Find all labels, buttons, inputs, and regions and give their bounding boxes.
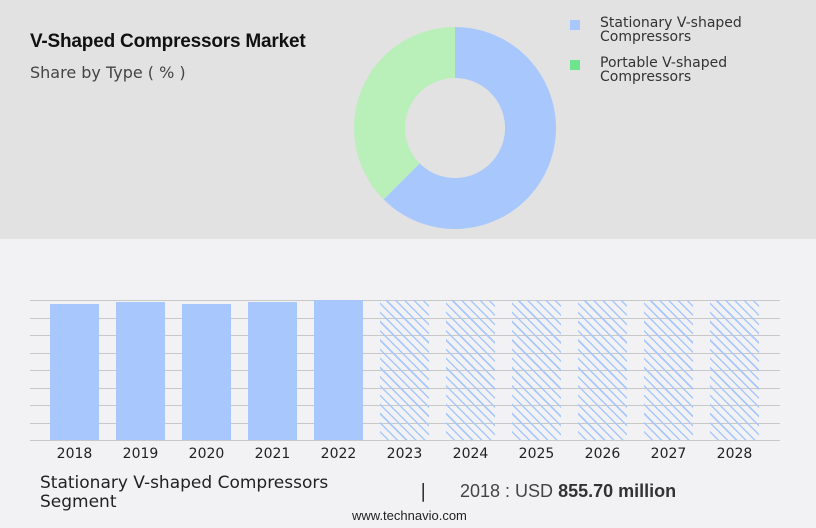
share-by-type-panel: V-Shaped Compressors Market Share by Typ… [0,0,816,239]
x-axis-label: 2024 [452,446,489,462]
bar-2022 [314,300,363,440]
bar-2018 [50,304,99,440]
bar-2025 [512,300,561,440]
segment-value-prefix: 2018 : USD [460,481,559,501]
x-axis-label: 2023 [386,446,423,462]
x-axis-label: 2018 [56,446,93,462]
x-axis-label: 2027 [650,446,687,462]
bar-2023 [380,300,429,440]
bar-2027 [644,300,693,440]
footer-separator: | [420,480,427,502]
x-axis-label: 2021 [254,446,291,462]
bar-2019 [116,302,165,440]
bar-chart: 2018 2019 2020 2021 2022 2023 2024 2025 2026 2027… [0,290,816,470]
source-url: www.technavio.com [352,508,467,523]
legend-label-portable: Portable V-shaped Compressors [600,55,728,85]
x-axis-label: 2028 [716,446,753,462]
chart-subtitle: Share by Type ( % ) [30,63,186,82]
x-axis-label: 2025 [518,446,555,462]
donut-segment-portable [354,27,455,200]
x-axis-label: 2022 [320,446,357,462]
segment-value: 2018 : USD 855.70 million [460,481,676,502]
x-axis-label: 2020 [188,446,225,462]
legend-swatch-portable [570,60,580,70]
bar-2021 [248,302,297,440]
chart-title: V-Shaped Compressors Market [30,31,306,52]
segment-value-amount: 855.70 million [558,481,677,501]
donut-chart [354,27,556,229]
x-axis-label: 2026 [584,446,621,462]
segment-label: Stationary V-shaped Compressors Segment [40,473,329,512]
bar-2026 [578,300,627,440]
legend-swatch-stationary [570,20,580,30]
grid-line [30,440,780,441]
bar-2024 [446,300,495,440]
bar-2028 [710,300,759,440]
legend-label-stationary: Stationary V-shaped Compressors [600,15,742,45]
bar-2020 [182,303,231,440]
x-axis-label: 2019 [122,446,159,462]
donut-segment-stationary [383,27,556,229]
